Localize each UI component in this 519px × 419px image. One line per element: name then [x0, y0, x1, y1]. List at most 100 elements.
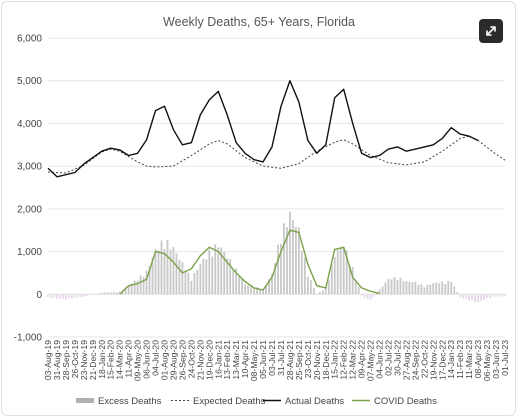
- excess-deaths-bar: [283, 223, 285, 295]
- excess-deaths-bar: [357, 286, 360, 295]
- excess-deaths-bar: [175, 253, 178, 295]
- legend-label: Actual Deaths: [285, 396, 344, 407]
- excess-deaths-bar: [151, 257, 154, 295]
- excess-deaths-bar: [274, 263, 276, 295]
- excess-deaths-bar: [97, 293, 100, 295]
- excess-deaths-bar: [115, 292, 118, 295]
- excess-deaths-bar: [411, 282, 414, 295]
- legend-label: COVID Deaths: [374, 396, 437, 407]
- x-tick-label: 07-May-22: [366, 340, 376, 381]
- x-tick-label: 09-May-20: [133, 340, 143, 381]
- expand-arrows-icon: [486, 26, 496, 36]
- x-tick-label: 28-Aug-21: [285, 340, 295, 380]
- excess-deaths-bar: [402, 281, 405, 295]
- excess-deaths-bar: [82, 294, 85, 297]
- excess-deaths-bar: [435, 282, 438, 295]
- x-tick-label: 19-Dec-20: [204, 340, 214, 380]
- excess-deaths-bar: [47, 294, 49, 297]
- excess-deaths-bar: [417, 284, 420, 295]
- excess-deaths-bar: [62, 294, 64, 299]
- excess-deaths-bar: [244, 284, 247, 295]
- excess-deaths-bar: [142, 276, 145, 295]
- x-tick-label: 11-Apr-20: [124, 340, 134, 378]
- y-tick-label: -1,000: [14, 333, 43, 344]
- excess-deaths-bar: [295, 227, 297, 295]
- x-tick-label: 11-Feb-23: [455, 340, 465, 379]
- x-tick-label: 13-Mar-21: [231, 340, 241, 380]
- x-tick-label: 23-Nov-19: [79, 340, 89, 380]
- excess-deaths-bar: [235, 268, 238, 295]
- excess-deaths-bar: [172, 246, 175, 295]
- excess-deaths-bar: [330, 263, 333, 295]
- excess-deaths-bar: [232, 269, 235, 295]
- y-tick-label: 6,000: [17, 34, 42, 45]
- excess-deaths-bar: [259, 289, 261, 295]
- excess-deaths-bar: [474, 294, 477, 302]
- x-tick-label: 18-Jan-20: [97, 340, 107, 379]
- x-tick-label: 21-Nov-20: [195, 340, 205, 380]
- excess-deaths-bar: [88, 294, 91, 296]
- excess-deaths-bar: [169, 249, 172, 295]
- excess-deaths-bar: [56, 294, 58, 299]
- excess-deaths-bar: [145, 270, 148, 295]
- excess-deaths-bar: [420, 284, 423, 295]
- x-tick-label: 27-Aug-22: [401, 340, 411, 380]
- actual-deaths-line: [47, 80, 479, 178]
- x-tick-label: 12-Mar-22: [348, 340, 358, 380]
- excess-deaths-bar: [315, 294, 318, 295]
- excess-deaths-bar: [351, 266, 354, 295]
- y-tick-label: 3,000: [17, 162, 42, 173]
- excess-deaths-bar: [229, 259, 232, 295]
- excess-deaths-bar: [271, 273, 273, 295]
- excess-deaths-bar: [369, 294, 372, 300]
- excess-deaths-bar: [193, 273, 196, 295]
- covid-deaths-line: [119, 229, 380, 295]
- excess-deaths-bar: [459, 294, 462, 298]
- x-axis-ticks: 03-Aug-1931-Aug-1928-Sep-1926-Oct-1923-N…: [43, 340, 510, 381]
- excess-deaths-bar: [321, 290, 324, 295]
- excess-deaths-bar: [112, 292, 115, 295]
- excess-deaths-bar: [292, 220, 294, 295]
- excess-deaths-bar: [214, 244, 217, 295]
- excess-deaths-bar: [247, 285, 250, 295]
- excess-deaths-bar: [441, 281, 444, 295]
- excess-deaths-bar: [492, 294, 494, 297]
- excess-deaths-bar: [100, 292, 103, 295]
- x-tick-label: 30-Jul-22: [392, 340, 402, 376]
- excess-deaths-bar: [280, 243, 282, 295]
- x-tick-label: 16-Jan-21: [213, 340, 223, 379]
- x-tick-label: 11-Mar-23: [464, 340, 474, 379]
- excess-deaths-bar: [106, 292, 109, 295]
- x-tick-label: 03-Jun-23: [491, 340, 501, 379]
- excess-deaths-bar: [468, 294, 471, 301]
- x-tick-label: 06-Jun-20: [142, 340, 152, 379]
- x-tick-label: 05-Jun-21: [258, 340, 268, 379]
- legend: Excess Deaths Expected Deaths Actual Death…: [76, 396, 437, 407]
- excess-deaths-bar: [277, 244, 279, 295]
- excess-deaths-bar: [65, 294, 67, 300]
- x-tick-label: 25-Sep-21: [294, 340, 304, 380]
- excess-deaths-bar: [324, 287, 327, 295]
- y-axis-ticks: -1,000 0 1,000 2,000 3,000 4,000 5,000 6,000: [14, 34, 43, 344]
- excess-deaths-bar: [184, 271, 187, 295]
- excess-deaths-bar: [300, 250, 303, 295]
- expand-button[interactable]: [479, 19, 503, 43]
- series-lines: [47, 80, 506, 295]
- excess-deaths-bar: [378, 289, 381, 295]
- excess-deaths-bar: [76, 294, 79, 298]
- excess-deaths-bar: [309, 280, 312, 295]
- excess-deaths-bar: [426, 284, 429, 295]
- excess-deaths-bar: [190, 280, 193, 295]
- x-tick-label: 19-Nov-22: [428, 340, 438, 380]
- excess-deaths-bar: [133, 280, 136, 295]
- excess-deaths-bar: [220, 247, 223, 295]
- x-tick-label: 02-Jul-22: [384, 340, 394, 376]
- excess-deaths-bar: [501, 294, 503, 297]
- legend-label: Excess Deaths: [98, 396, 162, 407]
- excess-deaths-bar: [196, 269, 199, 295]
- excess-deaths-bar: [286, 227, 288, 295]
- x-tick-label: 10-Apr-21: [240, 340, 250, 378]
- excess-deaths-bar: [136, 280, 139, 295]
- y-tick-label: 1,000: [17, 247, 42, 258]
- x-tick-label: 09-Apr-22: [357, 340, 367, 378]
